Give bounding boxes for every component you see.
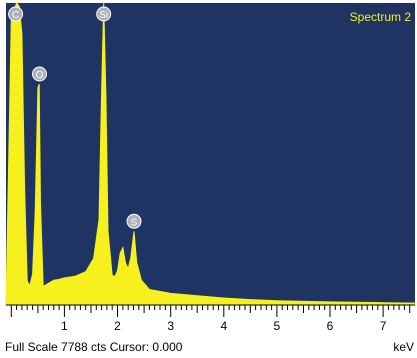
x-tick-label-5: 5 (274, 319, 281, 333)
peak-marker-o: O (32, 66, 47, 82)
x-tick-label-7: 7 (380, 319, 387, 333)
peak-marker-s: S (126, 213, 142, 229)
footer-text: Full Scale 7788 cts Cursor: 0.000 (5, 340, 183, 354)
plot-area (6, 3, 415, 305)
x-tick-label-1: 1 (61, 319, 68, 333)
spectrum-title: Spectrum 2 (350, 10, 412, 24)
peak-marker-c: C (8, 6, 24, 22)
peak-marker-si: Si (96, 6, 112, 22)
x-tick-label-3: 3 (167, 319, 174, 333)
x-tick-label-6: 6 (327, 319, 334, 333)
x-axis-unit: keV (393, 340, 414, 354)
peak-label: C (12, 10, 19, 21)
peak-label: O (36, 70, 44, 81)
spectrum-area (5, 1, 416, 306)
x-tick-label-4: 4 (220, 319, 227, 333)
x-tick-label-2: 2 (114, 319, 121, 333)
peak-label: S (131, 217, 138, 228)
peak-label: Si (99, 10, 108, 21)
